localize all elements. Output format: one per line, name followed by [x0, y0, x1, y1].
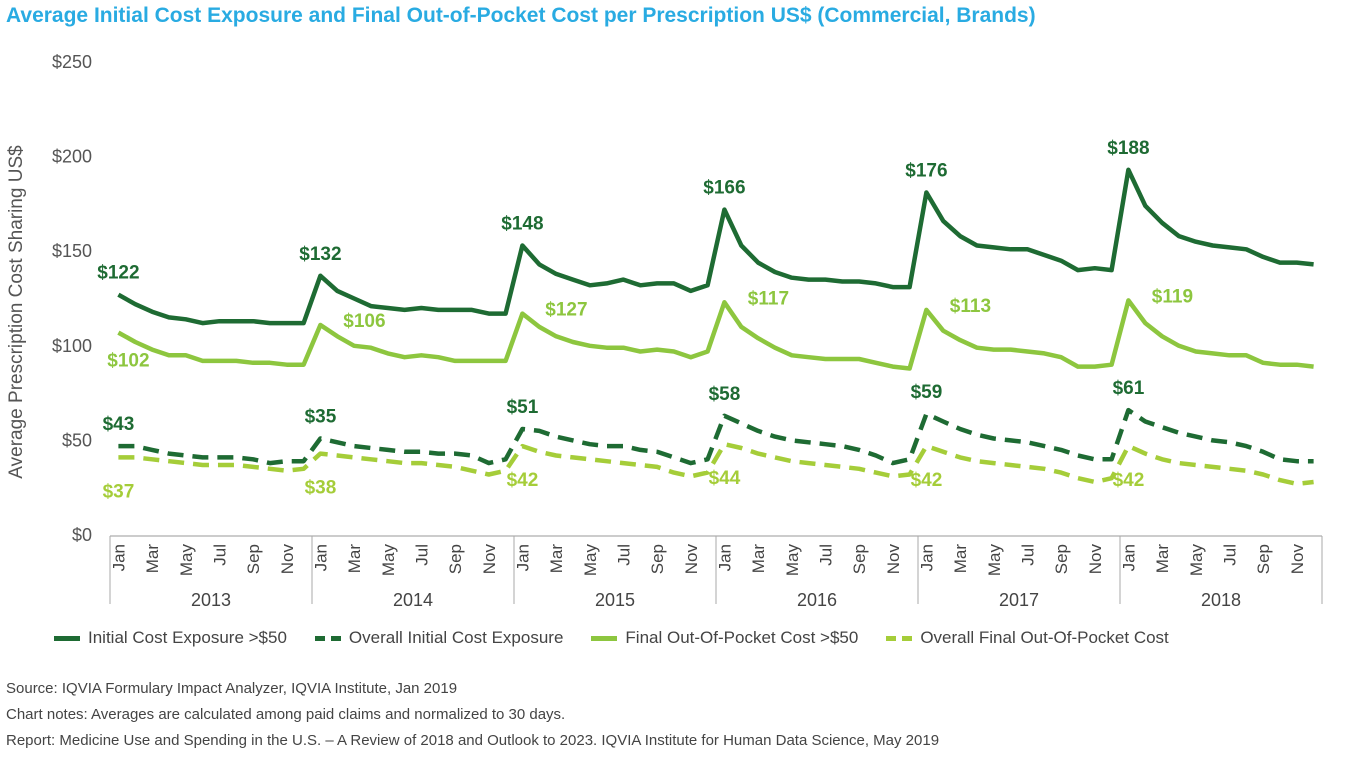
y-tick-label: $50	[62, 430, 92, 450]
x-tick-label: May	[1187, 544, 1206, 577]
x-tick-label: Mar	[345, 544, 364, 574]
x-tick-label: May	[177, 544, 196, 577]
legend-label: Overall Final Out-Of-Pocket Cost	[920, 628, 1169, 647]
chart-title: Average Initial Cost Exposure and Final …	[6, 4, 1036, 27]
x-tick-label: Mar	[749, 544, 768, 574]
data-label: $35	[305, 407, 337, 428]
x-tick-label: Sep	[446, 544, 465, 574]
legend-label: Initial Cost Exposure >$50	[88, 628, 287, 647]
data-label: $127	[545, 300, 587, 321]
x-tick-label: Jan	[715, 544, 734, 571]
x-tick-label: Nov	[682, 544, 701, 575]
x-tick-label: Nov	[884, 544, 903, 575]
year-label: 2017	[999, 590, 1039, 610]
data-label: $38	[305, 478, 337, 499]
x-tick-label: Sep	[1052, 544, 1071, 574]
legend-swatch-dashed-dark	[314, 635, 341, 641]
data-label: $188	[1107, 138, 1149, 159]
x-tick-label: Mar	[547, 544, 566, 574]
source-note: Source: IQVIA Formulary Impact Analyzer,…	[6, 680, 458, 697]
x-tick-label: Jan	[109, 544, 128, 571]
legend-item: Overall Final Out-Of-Pocket Cost	[886, 628, 1169, 648]
data-label: $42	[507, 470, 539, 491]
x-tick-label: May	[379, 544, 398, 577]
y-tick-label: $150	[52, 241, 92, 261]
y-tick-label: $0	[72, 525, 92, 545]
year-label: 2013	[191, 590, 231, 610]
legend-swatch-dashed-light	[886, 635, 913, 641]
x-tick-label: May	[985, 544, 1004, 577]
data-label: $59	[911, 382, 943, 403]
legend: Initial Cost Exposure >$50 Overall Initi…	[54, 628, 1197, 648]
y-tick-label: $200	[52, 147, 92, 167]
data-label: $42	[911, 470, 943, 491]
x-tick-label: May	[783, 544, 802, 577]
x-tick-label: Jan	[513, 544, 532, 571]
x-tick-label: Sep	[244, 544, 263, 574]
x-tick-label: Sep	[850, 544, 869, 574]
year-label: 2015	[595, 590, 635, 610]
x-tick-label: Nov	[1288, 544, 1307, 575]
legend-swatch-solid-light	[591, 635, 618, 641]
legend-item: Final Out-Of-Pocket Cost >$50	[591, 628, 858, 648]
legend-label: Overall Initial Cost Exposure	[348, 628, 564, 647]
x-tick-label: Nov	[480, 544, 499, 575]
series-line-1	[118, 407, 1314, 466]
y-tick-label: $100	[52, 336, 92, 356]
data-label: $176	[905, 161, 947, 182]
y-axis: $0 $50 $100 $150 $200 $250	[52, 52, 92, 545]
series-line-0	[117, 167, 1314, 326]
legend-swatch-solid-dark	[54, 635, 80, 641]
data-label: $61	[1113, 378, 1145, 399]
data-label: $37	[103, 481, 135, 502]
data-labels: $122 $132 $148 $166 $176 $188 $102 $106 $127 $117…	[97, 138, 1193, 503]
series-lines	[117, 167, 1314, 487]
x-tick-label: Nov	[278, 544, 297, 575]
x-tick-label: Jan	[917, 544, 936, 571]
data-label: $166	[703, 178, 745, 199]
x-tick-label: Jul	[614, 544, 633, 566]
data-label: $122	[97, 263, 139, 284]
data-label: $58	[709, 384, 741, 405]
year-label: 2018	[1201, 590, 1241, 610]
data-label: $42	[1113, 470, 1145, 491]
x-tick-label: Jul	[412, 544, 431, 566]
x-tick-label: Jul	[816, 544, 835, 566]
series-line-2	[117, 298, 1314, 371]
legend-label: Final Out-Of-Pocket Cost >$50	[625, 628, 859, 647]
y-tick-label: $250	[52, 52, 92, 72]
x-tick-label: Sep	[648, 544, 667, 574]
x-tick-label: Jan	[1119, 544, 1138, 571]
chart-notes: Chart notes: Averages are calculated amo…	[6, 706, 566, 723]
x-tick-label: Nov	[1086, 544, 1105, 575]
x-tick-label: Sep	[1254, 544, 1273, 574]
line-chart: $0 $50 $100 $150 $200 $250 Average Prescripti…	[6, 52, 1323, 610]
year-label: 2014	[393, 590, 433, 610]
year-label: 2016	[797, 590, 837, 610]
x-tick-label: Mar	[143, 544, 162, 574]
x-tick-label: Jul	[1018, 544, 1037, 566]
legend-item: Overall Initial Cost Exposure	[314, 628, 564, 648]
data-label: $132	[299, 244, 341, 265]
y-axis-title: Average Prescription Cost Sharing US$	[6, 145, 27, 479]
x-axis: Jan Mar May Jul Sep Nov Jan Mar May Jul Sep Nov Jan M…	[109, 535, 1323, 610]
data-label: $44	[709, 468, 741, 489]
data-label: $117	[748, 288, 789, 309]
data-label: $119	[1152, 286, 1193, 307]
report-citation: Report: Medicine Use and Spending in the…	[6, 732, 940, 749]
series-line-3	[118, 441, 1314, 487]
data-label: $102	[107, 351, 149, 372]
data-label: $148	[501, 214, 543, 235]
x-tick-label: Mar	[1153, 544, 1172, 574]
x-tick-label: Jan	[311, 544, 330, 571]
x-tick-label: Mar	[951, 544, 970, 574]
legend-item: Initial Cost Exposure >$50	[54, 628, 287, 648]
data-label: $43	[103, 414, 135, 435]
x-tick-label: Jul	[210, 544, 229, 566]
data-label: $113	[950, 296, 991, 317]
data-label: $106	[343, 311, 385, 332]
x-tick-label: Jul	[1220, 544, 1239, 566]
data-label: $51	[507, 397, 539, 418]
x-tick-label: May	[581, 544, 600, 577]
